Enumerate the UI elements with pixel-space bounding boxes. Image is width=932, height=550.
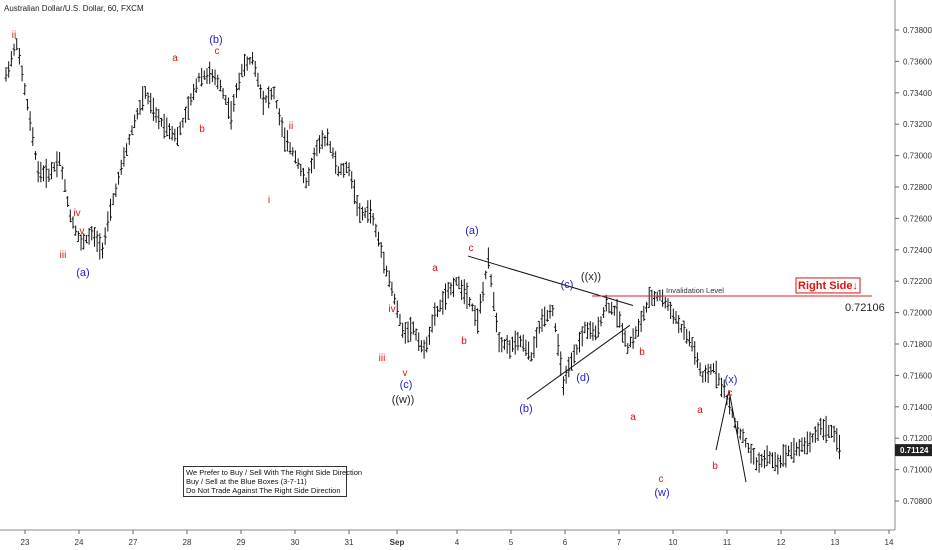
time-axis-label: 28 <box>183 538 192 547</box>
invalidation-price: 0.72106 <box>845 302 885 314</box>
time-axis-label: 4 <box>455 538 460 547</box>
time-axis-label: 24 <box>75 538 84 547</box>
wave-label: ii <box>289 121 293 132</box>
wave-label: v <box>80 226 85 237</box>
triangle-lower-line <box>526 324 631 400</box>
wave-label: b <box>712 461 718 472</box>
wave-label: iv <box>388 304 395 315</box>
time-axis-label: 11 <box>723 538 732 547</box>
time-axis-label: 31 <box>345 538 354 547</box>
wave-label: (c) <box>561 279 574 291</box>
price-axis-label: 0.71400 <box>903 403 932 412</box>
wave-label: a <box>630 412 636 423</box>
wave-label: (a) <box>76 267 89 279</box>
wave-label: (b) <box>209 34 222 46</box>
time-axis-label: 10 <box>669 538 678 547</box>
time-axis-label: 30 <box>291 538 300 547</box>
wave-label: ((w)) <box>392 394 415 406</box>
price-axis-label: 0.71200 <box>903 434 932 443</box>
wave-label: c <box>215 46 220 57</box>
wave-label: (c) <box>400 379 413 391</box>
wave-label: c <box>728 388 733 399</box>
wave-label: v <box>403 368 408 379</box>
right-side-box <box>795 277 861 294</box>
time-axis-label: 6 <box>563 538 568 547</box>
price-axis-label: 0.70800 <box>903 497 932 506</box>
wave-label: (x) <box>725 374 738 386</box>
wave-label: (d) <box>576 372 589 384</box>
wave-label: ((x)) <box>581 271 601 283</box>
wave-label: iii <box>60 250 67 261</box>
triangle-upper-line <box>467 255 634 307</box>
wave-label: b <box>461 336 467 347</box>
wave-label: a <box>432 263 438 274</box>
price-axis-label: 0.72800 <box>903 183 932 192</box>
trading-notes-box: We Prefer to Buy / Sell With The Right S… <box>183 466 363 497</box>
current-price-label: 0.71124 <box>900 446 929 455</box>
price-bars <box>4 38 841 475</box>
note-line-3: Do Not Trade Against The Right Side Dire… <box>186 486 341 495</box>
time-axis-label: 13 <box>831 538 840 547</box>
wave-label: (w) <box>654 487 669 499</box>
time-axis-label: 12 <box>777 538 786 547</box>
wave-label: c <box>659 474 664 485</box>
price-axis-label: 0.73200 <box>903 120 932 129</box>
wave-label: b <box>199 124 205 135</box>
price-axis-label: 0.73800 <box>903 26 932 35</box>
price-axis-label: 0.72000 <box>903 309 932 318</box>
wave-label: (b) <box>519 403 532 415</box>
price-axis-label: 0.73000 <box>903 152 932 161</box>
time-axis-label: 23 <box>21 538 30 547</box>
time-axis-label: 29 <box>237 538 246 547</box>
wave-label: a <box>697 405 703 416</box>
price-axis-label: 0.72600 <box>903 214 932 223</box>
price-axis-label: 0.73400 <box>903 89 932 98</box>
right-side-label: Right Side↓ <box>798 280 858 292</box>
time-axis-label: 14 <box>885 538 894 547</box>
wave-label: i <box>268 195 270 206</box>
invalidation-label: Invalidation Level <box>666 286 724 295</box>
time-axis-label: 27 <box>129 538 138 547</box>
price-axis-label: 0.71600 <box>903 371 932 380</box>
wave-label: ii <box>12 30 16 41</box>
price-axis-label: 0.71000 <box>903 466 932 475</box>
wave-label: b <box>639 347 645 358</box>
wave-label: (a) <box>465 225 478 237</box>
price-axis-label: 0.71800 <box>903 340 932 349</box>
note-line-2: Buy / Sell at the Blue Boxes (3-7-11) <box>186 477 307 486</box>
projection-path <box>715 390 747 483</box>
chart-title: Australian Dollar/U.S. Dollar, 60, FXCM <box>4 4 144 13</box>
wave-label: a <box>172 53 178 64</box>
time-axis-label: Sep <box>390 538 405 547</box>
price-axis-label: 0.72200 <box>903 277 932 286</box>
price-axis-label: 0.73600 <box>903 57 932 66</box>
wave-label: iii <box>379 353 386 364</box>
note-line-1: We Prefer to Buy / Sell With The Right S… <box>186 468 363 477</box>
time-axis-label: 5 <box>509 538 514 547</box>
time-axis-label: 7 <box>617 538 622 547</box>
wave-label: iv <box>73 208 80 219</box>
price-axis-label: 0.72400 <box>903 246 932 255</box>
current-price-box <box>895 444 932 457</box>
wave-label: c <box>469 243 474 254</box>
